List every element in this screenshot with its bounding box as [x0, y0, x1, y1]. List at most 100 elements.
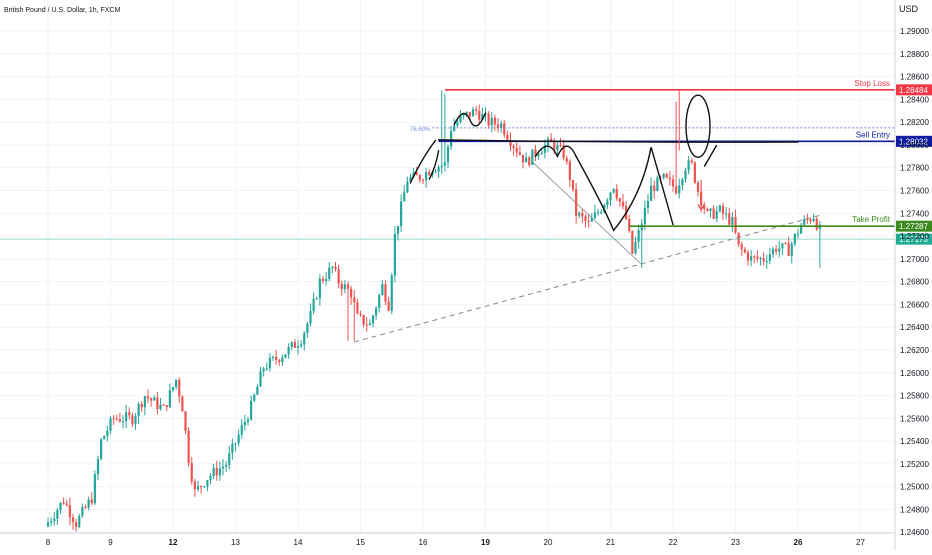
y-tick-label: 1.27200 — [900, 232, 929, 241]
candle-body — [134, 416, 137, 425]
y-tick-label: 1.27400 — [900, 209, 929, 218]
candle-body — [378, 295, 381, 308]
y-tick-label: 1.25200 — [900, 460, 929, 469]
candle-body — [478, 110, 481, 120]
candle-body — [331, 266, 334, 268]
y-tick-label: 1.25400 — [900, 437, 929, 446]
candle-body — [137, 403, 140, 417]
candle-body — [381, 284, 384, 296]
candle-body — [618, 198, 621, 202]
candle-body — [409, 176, 412, 182]
candle-body — [556, 145, 559, 151]
candle-body — [653, 185, 656, 192]
candle-body — [681, 179, 684, 186]
candle-body — [565, 158, 568, 162]
candle-body — [550, 138, 553, 141]
candle-body — [743, 249, 746, 253]
candle-body — [250, 400, 253, 420]
candle-body — [725, 213, 728, 215]
grid-layer — [0, 0, 895, 533]
candle-body — [715, 211, 718, 219]
candle-body — [356, 302, 359, 314]
x-tick-label: 9 — [108, 538, 113, 547]
candle-body — [296, 346, 300, 348]
y-tick-label: 1.25600 — [900, 414, 929, 423]
candle-body — [287, 346, 290, 355]
candle-body — [106, 430, 109, 437]
x-tick-label: 14 — [294, 538, 303, 547]
candle-body — [415, 172, 418, 176]
candle-body — [753, 256, 756, 258]
currency-label: USD — [899, 4, 919, 14]
candle-body — [812, 218, 815, 222]
candle-body — [112, 418, 115, 420]
candle-body — [568, 161, 571, 180]
candle-body — [471, 109, 475, 117]
current-price-price-tag — [896, 233, 932, 245]
candle-body — [362, 314, 365, 325]
candle-body — [450, 130, 453, 147]
candle-body — [456, 122, 459, 126]
candle-body — [265, 368, 268, 370]
candle-body — [143, 396, 146, 408]
candle-body — [90, 499, 93, 504]
candle-body — [525, 157, 528, 163]
candle-body — [200, 485, 203, 487]
sketch-red-arrow-head — [697, 203, 705, 212]
candle-body — [440, 165, 443, 168]
candle-body — [159, 404, 162, 409]
y-tick-label: 1.24800 — [900, 505, 929, 514]
candle-body — [609, 192, 612, 201]
candle-body — [584, 216, 587, 222]
sketch-circle — [685, 94, 711, 158]
candle-body — [371, 315, 375, 324]
fib-level-label: 76.60% — [410, 127, 431, 133]
candle-body — [131, 415, 134, 425]
candle-body — [721, 205, 725, 214]
y-tick-label: 1.28800 — [900, 50, 929, 59]
candle-body — [65, 503, 68, 506]
sketch-v-pattern — [575, 147, 674, 232]
candle-body — [246, 419, 250, 422]
take-profit-label: Take Profit — [852, 215, 891, 224]
stop-loss-price-tag — [896, 84, 932, 96]
candle-body — [540, 152, 543, 155]
candle-body — [268, 357, 271, 369]
candle-body — [253, 394, 256, 401]
candle-body — [634, 241, 637, 254]
candle-body — [312, 298, 315, 311]
candle-body — [487, 113, 490, 126]
candle-body — [343, 284, 346, 290]
candle-body — [284, 354, 287, 358]
y-tick-label: 1.29000 — [900, 27, 929, 36]
candle-body — [240, 425, 243, 435]
candle-body — [465, 111, 468, 114]
candle-body — [656, 177, 659, 192]
candle-body — [196, 485, 200, 490]
x-tick-label: 20 — [544, 538, 553, 547]
candle-body — [384, 284, 387, 302]
x-tick-label: 23 — [731, 538, 740, 547]
candle-body — [815, 218, 818, 229]
candle-body — [784, 243, 787, 245]
candle-body — [621, 201, 625, 207]
candle-body — [262, 368, 265, 372]
candle-body — [218, 468, 221, 476]
candle-body — [765, 261, 768, 263]
x-tick-label: 21 — [606, 538, 615, 547]
candle-body — [512, 146, 515, 149]
candle-body — [790, 243, 793, 256]
candle-body — [290, 342, 293, 347]
candle-body — [337, 269, 340, 284]
candle-body — [531, 149, 534, 165]
candle-body — [315, 298, 318, 300]
candle-body — [165, 405, 168, 408]
candle-body — [100, 439, 103, 459]
candle-body — [59, 502, 62, 511]
sketch-circle-tail — [703, 144, 718, 167]
candle-body — [425, 171, 428, 181]
candle-body — [109, 418, 112, 431]
candle-body — [762, 258, 765, 262]
